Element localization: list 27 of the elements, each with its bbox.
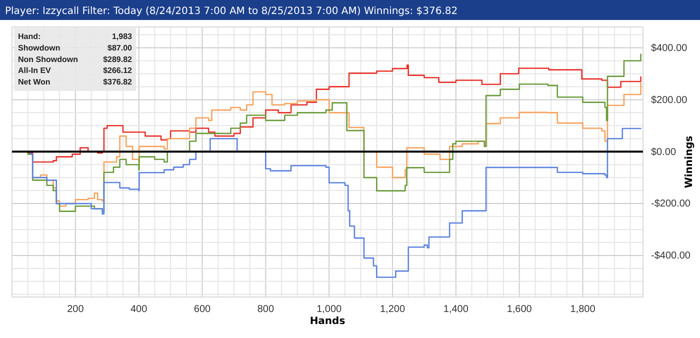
x-axis-title: Hands [310,316,346,327]
x-tick-label: 1,800 [570,304,596,316]
annotation: Net Won [18,78,50,87]
annotation: $376.82 [103,78,133,87]
annotation: 1,983 [112,32,133,41]
y-tick-label: $0.00 [651,146,676,158]
x-tick-label: 800 [257,304,274,316]
annotation: $87.00 [108,43,133,52]
y-axis-title: Winnings [684,136,695,188]
chart-title: Player: Izzycall Filter: Today (8/24/2013 7:00 AM to 8/25/2013 7:00 AM) Winnings: $376.82 [5,6,458,17]
x-tick-label: 1,400 [443,304,469,316]
annotation: Hand: [18,32,41,41]
y-tick-label: $200.00 [651,94,688,106]
y-tick-label: -$400.00 [651,250,691,262]
y-tick-label: $400.00 [651,42,688,54]
annotation: $266.12 [103,66,133,76]
x-tick-label: 1,600 [506,304,532,316]
annotation: Non Showdown [18,54,78,64]
annotation: Showdown [18,43,60,52]
x-tick-label: 600 [194,304,212,316]
y-tick-label: -$200.00 [651,198,691,210]
annotation: $289.82 [103,54,133,64]
x-tick-label: 1,200 [380,304,406,316]
x-tick-label: 400 [130,304,148,316]
x-tick-label: 200 [67,304,84,316]
x-tick-label: 1,000 [316,304,342,316]
annotation: All-In EV [18,66,52,76]
